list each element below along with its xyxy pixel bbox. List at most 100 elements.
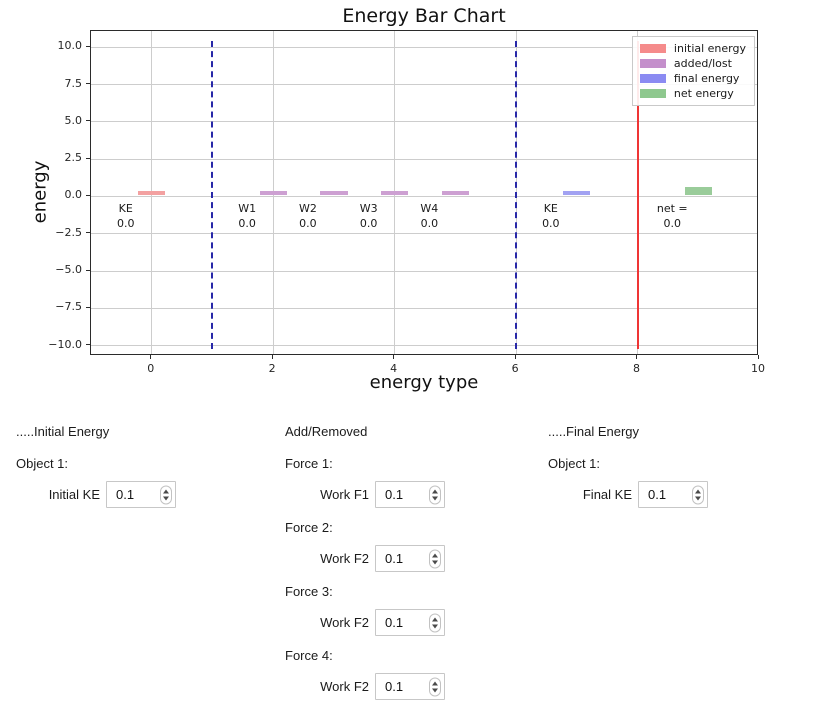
legend-swatch — [639, 59, 666, 68]
bar-label: W2 0.0 — [280, 201, 336, 231]
y-tick-mark — [86, 120, 90, 122]
x-tick-mark — [514, 355, 516, 359]
separator-line-solid — [636, 41, 639, 349]
group-label: Force 3: — [285, 584, 333, 599]
y-tick-mark — [86, 344, 90, 346]
spinner-stepper[interactable] — [692, 485, 704, 504]
control-row: Initial KE — [16, 481, 176, 508]
separator-line-dashed — [211, 41, 214, 349]
gridline — [91, 345, 757, 347]
bar-value: 0.0 — [359, 217, 378, 231]
y-tick-mark — [86, 45, 90, 47]
legend-label: net energy — [673, 87, 734, 100]
bar-final-energy — [563, 191, 591, 196]
y-tick-mark — [86, 157, 90, 159]
spinner-down-icon[interactable] — [432, 624, 438, 628]
bar-value: 0.0 — [420, 217, 439, 231]
initial-ke-field — [106, 481, 176, 508]
control-row: Work F2 — [285, 609, 445, 636]
legend-swatch — [639, 44, 666, 53]
x-tick-mark — [636, 355, 638, 359]
bar-added-lost — [380, 191, 409, 196]
field-label: Work F1 — [320, 487, 369, 502]
gridline — [91, 158, 757, 160]
spinner-up-icon[interactable] — [695, 489, 701, 493]
y-tick-label: −5.0 — [55, 263, 82, 277]
x-tick-label: 6 — [511, 362, 519, 375]
legend-item: final energy — [639, 71, 746, 86]
spinner-down-icon[interactable] — [432, 560, 438, 564]
y-tick-label: −2.5 — [55, 225, 82, 239]
spinner-up-icon[interactable] — [163, 489, 169, 493]
bar-net-energy — [684, 187, 712, 196]
bar-value: 0.0 — [542, 217, 560, 231]
y-tick-label: −7.5 — [55, 300, 82, 314]
spinner-down-icon[interactable] — [432, 496, 438, 500]
spinner-down-icon[interactable] — [432, 688, 438, 692]
bar-name: W4 — [420, 202, 439, 216]
chart-title: Energy Bar Chart — [342, 5, 506, 27]
bar-name: W2 — [298, 202, 317, 216]
y-tick-label: 0.0 — [64, 188, 83, 202]
legend: initial energy added/lost final energy net … — [631, 36, 755, 106]
y-tick-label: 2.5 — [64, 151, 83, 165]
legend-item: initial energy — [639, 41, 746, 56]
gridline — [91, 270, 757, 272]
legend-swatch — [639, 89, 666, 98]
spinner-up-icon[interactable] — [432, 617, 438, 621]
spinner-down-icon[interactable] — [695, 496, 701, 500]
bar-name: KE — [118, 202, 133, 216]
gridline — [91, 84, 757, 86]
x-axis-label: energy type — [369, 372, 479, 393]
control-row: Work F1 — [285, 481, 445, 508]
legend-label: final energy — [673, 72, 740, 85]
y-tick-mark — [86, 232, 90, 234]
bar-value: 0.0 — [299, 217, 317, 231]
bar-value: 0.0 — [116, 217, 135, 231]
energy-bar-chart-figure: Energy Bar Chart energy KE 0.0 W1 0.0 W2 0.0 W… — [30, 5, 766, 393]
bar-label: W4 0.0 — [401, 201, 457, 231]
section-header-add-removed: Add/Removed — [285, 424, 368, 439]
field-label: Work F2 — [320, 551, 369, 566]
spinner-stepper[interactable] — [429, 549, 441, 568]
x-tick-label: 10 — [751, 362, 765, 375]
spinner-stepper[interactable] — [429, 485, 441, 504]
spinner-up-icon[interactable] — [432, 553, 438, 557]
y-tick-label: 10.0 — [57, 39, 83, 53]
bar-added-lost — [259, 191, 287, 196]
spinner-down-icon[interactable] — [163, 496, 169, 500]
spinner-stepper[interactable] — [429, 613, 441, 632]
x-tick-label: 4 — [390, 362, 398, 375]
gridline — [91, 195, 757, 197]
bar-added-lost — [320, 191, 348, 196]
bar-value: 0.0 — [238, 217, 256, 231]
y-tick-mark — [86, 269, 90, 271]
legend-item: net energy — [639, 86, 746, 101]
final-ke-field — [638, 481, 708, 508]
group-label: Force 1: — [285, 456, 333, 471]
controls-panel: .....Initial Energy Object 1: Initial KE Ad… — [0, 410, 819, 709]
y-tick-mark — [86, 194, 90, 196]
bar-name: W3 — [359, 202, 378, 216]
bar-value: 0.0 — [663, 217, 682, 231]
legend-label: added/lost — [673, 57, 732, 70]
x-tick-mark — [757, 355, 759, 359]
section-header-final-energy: .....Final Energy — [548, 424, 640, 439]
spinner-stepper[interactable] — [160, 485, 172, 504]
work-f2-field — [375, 609, 445, 636]
x-tick-mark — [271, 355, 273, 359]
control-row: Work F2 — [285, 673, 445, 700]
x-tick-mark — [393, 355, 395, 359]
y-tick-label: 5.0 — [64, 113, 83, 127]
y-tick-label: −10.0 — [48, 337, 82, 351]
bar-label: W3 0.0 — [341, 201, 397, 231]
spinner-stepper[interactable] — [429, 677, 441, 696]
gridline — [91, 46, 757, 48]
group-label: Force 2: — [285, 520, 333, 535]
work-f2-field — [375, 673, 445, 700]
spinner-up-icon[interactable] — [432, 489, 438, 493]
control-row: Work F2 — [285, 545, 445, 572]
spinner-up-icon[interactable] — [432, 681, 438, 685]
plot-area: KE 0.0 W1 0.0 W2 0.0 W3 0.0 W4 0.0 KE 0.0 net = 0.0 in… — [90, 30, 758, 355]
gridline — [91, 233, 757, 235]
